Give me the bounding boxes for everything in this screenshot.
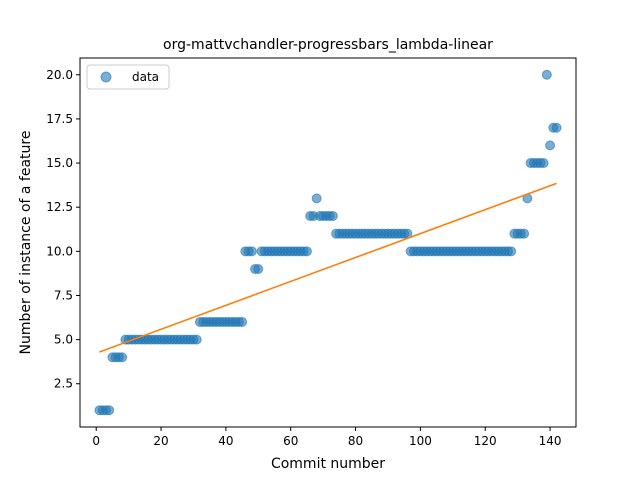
legend-box — [86, 64, 170, 90]
x-tick-label: 140 — [539, 434, 562, 448]
data-point — [237, 316, 248, 327]
x-tick-label: 120 — [474, 434, 497, 448]
plot-layer — [94, 69, 562, 416]
y-tick-label: 2.5 — [54, 377, 73, 391]
y-tick-label: 10.0 — [46, 244, 73, 258]
legend-label: data — [132, 70, 159, 84]
y-tick-label: 20.0 — [46, 68, 73, 82]
y-tick-label: 12.5 — [46, 200, 73, 214]
data-point — [545, 140, 556, 151]
y-tick-label: 15.0 — [46, 156, 73, 170]
axes-frame — [79, 57, 577, 428]
x-tick-label: 60 — [283, 434, 298, 448]
y-tick-label: 7.5 — [54, 288, 73, 302]
fit-line — [99, 182, 557, 353]
ticks-layer: 0 20 40 60 80 100 120 140 2.5 5.0 7.5 10.0 12.5 15.0 1… — [46, 68, 561, 448]
x-axis-label: Commit number — [271, 456, 385, 472]
x-tick-label: 100 — [409, 434, 432, 448]
data-point — [191, 334, 202, 345]
legend-marker — [100, 71, 112, 83]
x-tick-label: 0 — [92, 434, 100, 448]
y-axis-label: Number of instance of a feature — [18, 131, 34, 355]
data-point — [506, 246, 517, 257]
data-point — [246, 246, 257, 257]
y-tick-label: 5.0 — [54, 333, 73, 347]
legend: data — [86, 64, 170, 90]
x-tick-label: 20 — [153, 434, 168, 448]
x-tick-label: 40 — [218, 434, 233, 448]
data-point — [104, 405, 115, 416]
data-point — [519, 228, 530, 239]
data-point — [327, 211, 338, 222]
data-point — [301, 246, 312, 257]
data-point — [541, 69, 552, 80]
data-point — [253, 263, 264, 274]
data-point — [538, 158, 549, 169]
x-tick-label: 80 — [348, 434, 363, 448]
data-point — [551, 122, 562, 133]
y-tick-label: 17.5 — [46, 112, 73, 126]
chart-title: org-mattvchandler-progressbars_lambda-li… — [163, 37, 493, 53]
data-point — [117, 352, 128, 363]
data-point — [311, 193, 322, 204]
